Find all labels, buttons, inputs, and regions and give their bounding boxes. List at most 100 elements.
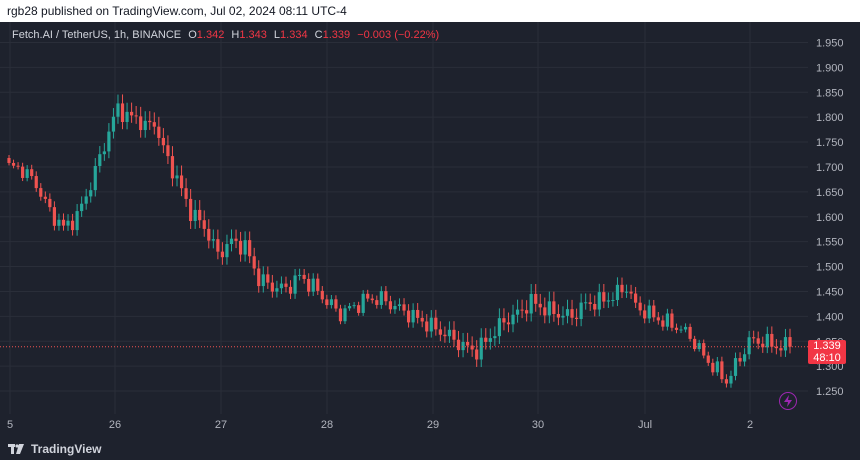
candle-body xyxy=(148,120,152,123)
candle-body xyxy=(538,303,542,308)
candle-body xyxy=(34,176,38,189)
candle-body xyxy=(152,122,156,127)
candle-body xyxy=(225,244,229,258)
candle-body xyxy=(506,322,511,325)
candle-body xyxy=(402,304,406,311)
candle-body xyxy=(452,329,456,340)
candle-body xyxy=(742,354,747,362)
candle-body xyxy=(425,321,429,332)
candle-body xyxy=(170,156,175,179)
candle-body xyxy=(311,278,315,292)
candle-body xyxy=(16,165,20,167)
candle-body xyxy=(211,239,215,241)
candle-body xyxy=(720,361,724,380)
candle-body xyxy=(788,337,792,347)
candle-body xyxy=(484,337,488,342)
candle-body xyxy=(497,318,501,337)
candle-body xyxy=(529,293,533,314)
candle-body xyxy=(189,198,193,222)
candle-body xyxy=(184,188,188,199)
last-price-value: 1.339 xyxy=(813,339,841,352)
candle-body xyxy=(352,305,356,307)
candle-body xyxy=(384,291,388,302)
low-label: L xyxy=(273,29,281,41)
candle-body xyxy=(134,115,138,117)
candle-body xyxy=(502,318,506,323)
candle-body xyxy=(275,288,279,292)
candle-body xyxy=(570,309,574,318)
candle-body xyxy=(293,275,297,294)
candle-body xyxy=(611,300,615,302)
candle-body xyxy=(257,268,261,287)
candle-body xyxy=(615,284,620,301)
candle-body xyxy=(316,278,320,291)
candle-body xyxy=(266,274,270,283)
candle-body xyxy=(747,337,751,355)
candle-body xyxy=(320,290,324,300)
open-value: 1.342 xyxy=(196,29,225,41)
x-tick-label: 29 xyxy=(427,419,439,431)
candle-body xyxy=(270,282,274,292)
lightning-icon[interactable] xyxy=(779,392,797,410)
candle-body xyxy=(479,337,483,360)
y-tick-label: 1.650 xyxy=(816,187,844,199)
candle-body xyxy=(738,358,742,362)
y-tick-label: 1.550 xyxy=(816,237,844,249)
candle-body xyxy=(475,349,479,360)
candle-body xyxy=(565,309,570,316)
candle-body xyxy=(175,175,179,179)
tradingview-logo-icon xyxy=(8,444,26,454)
candle-body xyxy=(761,343,765,348)
candle-body xyxy=(139,116,143,131)
candle-body xyxy=(39,188,43,197)
candle-body xyxy=(711,362,715,373)
candle-body xyxy=(774,346,778,349)
candle-body xyxy=(561,315,565,318)
candle-body xyxy=(706,355,710,363)
x-tick-label: Jul xyxy=(638,419,652,431)
candle-body xyxy=(593,303,597,310)
candle-body xyxy=(456,339,461,351)
candle-body xyxy=(143,120,147,131)
candle-body xyxy=(30,169,34,177)
candle-body xyxy=(298,274,302,276)
chart-area[interactable]: Fetch.AI / TetherUS, 1h, BINANCE O1.342 … xyxy=(0,22,860,438)
candle-body xyxy=(48,198,52,208)
candle-body xyxy=(370,298,374,301)
candle-body xyxy=(634,293,638,303)
candle-body xyxy=(302,274,306,279)
candle-body xyxy=(361,293,365,313)
candle-body xyxy=(656,317,660,321)
candle-body xyxy=(434,317,438,330)
candle-body xyxy=(52,207,57,226)
candle-body xyxy=(288,286,293,294)
candle-body xyxy=(647,305,651,319)
candlestick-chart[interactable]: 1.950 1.900 1.850 1.800 1.750 1.700 1.650 1.600… xyxy=(0,22,860,438)
candle-body xyxy=(715,361,719,373)
y-tick-label: 1.950 xyxy=(816,37,844,49)
candle-body xyxy=(693,338,697,350)
candle-body xyxy=(343,308,347,322)
x-tick-label: 2 xyxy=(747,419,753,431)
candle-body xyxy=(406,310,411,323)
candle-body xyxy=(102,151,106,155)
y-tick-label: 1.250 xyxy=(816,386,844,398)
candle-body xyxy=(120,103,125,122)
candle-body xyxy=(579,302,583,319)
candle-body xyxy=(75,211,79,231)
candle-body xyxy=(688,326,692,339)
candle-body xyxy=(779,348,783,351)
candle-body xyxy=(606,300,610,302)
close-value: 1.339 xyxy=(322,29,351,41)
candle-body xyxy=(466,341,470,346)
candle-body xyxy=(70,220,75,231)
y-tick-label: 1.400 xyxy=(816,311,844,323)
candle-body xyxy=(284,283,288,287)
candle-body xyxy=(416,309,420,318)
candle-body xyxy=(111,116,116,132)
candle-body xyxy=(193,209,197,222)
published-header: rgb28 published on TradingView.com, Jul … xyxy=(0,0,860,22)
candle-body xyxy=(375,300,379,305)
candle-body xyxy=(683,326,688,330)
candle-body xyxy=(629,291,633,294)
